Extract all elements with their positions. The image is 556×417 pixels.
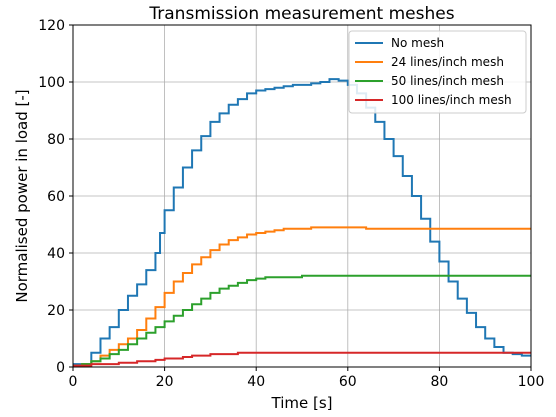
legend: No mesh 24 lines/inch mesh 50 lines/inch m…	[348, 30, 527, 114]
x-tick-label: 20	[156, 374, 174, 390]
x-tick-label: 40	[247, 374, 265, 390]
y-axis-label: Normalised power in load [-]	[13, 89, 31, 302]
y-tick-label: 80	[47, 132, 65, 148]
x-axis: 0 20 40 60 80 100	[69, 367, 545, 390]
x-tick-label: 0	[69, 374, 78, 390]
series-line-4	[73, 351, 531, 367]
y-tick-label: 120	[38, 18, 65, 34]
x-tick-label: 60	[339, 374, 357, 390]
y-axis: 0 20 40 60 80 100 120	[38, 18, 73, 376]
series-line-2	[73, 226, 531, 367]
legend-label: 50 lines/inch mesh	[391, 74, 504, 88]
y-tick-label: 40	[47, 246, 65, 262]
legend-label: 100 lines/inch mesh	[391, 93, 512, 107]
y-tick-label: 60	[47, 189, 65, 205]
legend-label: 24 lines/inch mesh	[391, 55, 504, 69]
legend-label: No mesh	[391, 36, 444, 50]
y-tick-label: 20	[47, 303, 65, 319]
y-tick-label: 0	[56, 360, 65, 376]
chart-title: Transmission measurement meshes	[148, 4, 454, 24]
x-tick-label: 100	[518, 374, 545, 390]
series-layer	[73, 78, 531, 367]
y-tick-label: 100	[38, 75, 65, 91]
series-line-1	[73, 78, 531, 366]
x-axis-label: Time [s]	[271, 394, 333, 412]
series-line-3	[73, 274, 531, 367]
x-tick-label: 80	[430, 374, 448, 390]
legend-box	[348, 30, 527, 114]
